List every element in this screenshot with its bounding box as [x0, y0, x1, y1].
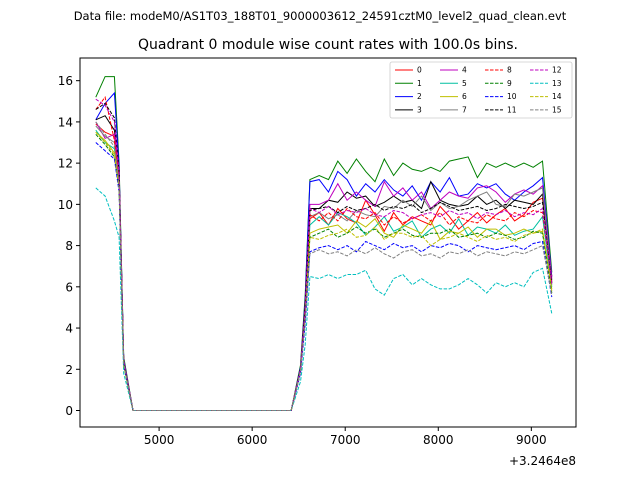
chart-title: Quadrant 0 module wise count rates with …	[138, 37, 518, 53]
plot-area: 5000 6000 7000 8000 900002468101214160123456…	[58, 57, 577, 447]
y-tick-label-16: 16	[58, 74, 73, 88]
y-tick-label-8: 8	[65, 239, 73, 253]
legend-label-13: 13	[552, 79, 562, 88]
legend-label-5: 5	[462, 79, 467, 88]
legend-label-10: 10	[507, 92, 517, 101]
x-tick-label-8000: 8000	[423, 433, 454, 447]
legend-label-11: 11	[507, 105, 517, 114]
legend-label-3: 3	[417, 105, 422, 114]
x-offset-label: +3.2464e8	[509, 454, 576, 468]
series-line-8	[95, 96, 553, 411]
y-tick-label-2: 2	[65, 363, 73, 377]
legend-label-12: 12	[552, 66, 562, 75]
y-tick-label-0: 0	[65, 404, 73, 418]
y-tick-label-6: 6	[65, 280, 73, 294]
y-tick-label-12: 12	[58, 157, 73, 171]
series-line-13	[95, 187, 553, 411]
x-tick-label-9000: 9000	[516, 433, 547, 447]
legend-label-4: 4	[462, 66, 467, 75]
y-tick-label-10: 10	[58, 198, 73, 212]
y-tick-label-4: 4	[65, 322, 73, 336]
legend-label-1: 1	[417, 79, 422, 88]
chart-suptitle: Data file: modeM0/AS1T03_188T01_90000036…	[74, 9, 567, 23]
legend-label-9: 9	[507, 79, 512, 88]
x-tick-label-5000: 5000	[144, 433, 175, 447]
y-tick-label-14: 14	[58, 115, 73, 129]
x-tick-label-6000: 6000	[237, 433, 268, 447]
legend-label-14: 14	[552, 92, 562, 101]
series-line-11	[95, 102, 553, 411]
legend-label-6: 6	[462, 92, 467, 101]
series-line-15	[95, 121, 553, 411]
x-tick-label-7000: 7000	[330, 433, 361, 447]
legend-label-7: 7	[462, 105, 467, 114]
legend-label-2: 2	[417, 92, 422, 101]
legend-box	[389, 61, 573, 119]
legend-label-8: 8	[507, 66, 512, 75]
axes-frame	[79, 57, 577, 428]
legend-label-0: 0	[417, 66, 422, 75]
legend-label-15: 15	[552, 105, 562, 114]
